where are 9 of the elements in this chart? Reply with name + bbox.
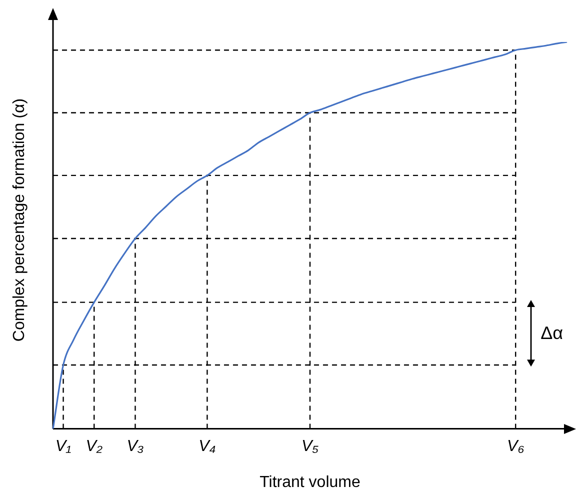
x-tick-label: V₄ bbox=[198, 438, 216, 455]
x-axis-title: Titrant volume bbox=[260, 474, 360, 492]
x-tick-label: V₃ bbox=[126, 438, 144, 455]
x-tick-label: V₂ bbox=[86, 438, 103, 455]
x-tick-label: V₆ bbox=[507, 438, 525, 455]
annotation: Δα bbox=[540, 322, 564, 344]
x-tick-label: V₁ bbox=[55, 438, 72, 455]
y-axis-title: Complex percentage formation (α) bbox=[11, 98, 29, 342]
x-tick-label: V₅ bbox=[301, 438, 320, 455]
